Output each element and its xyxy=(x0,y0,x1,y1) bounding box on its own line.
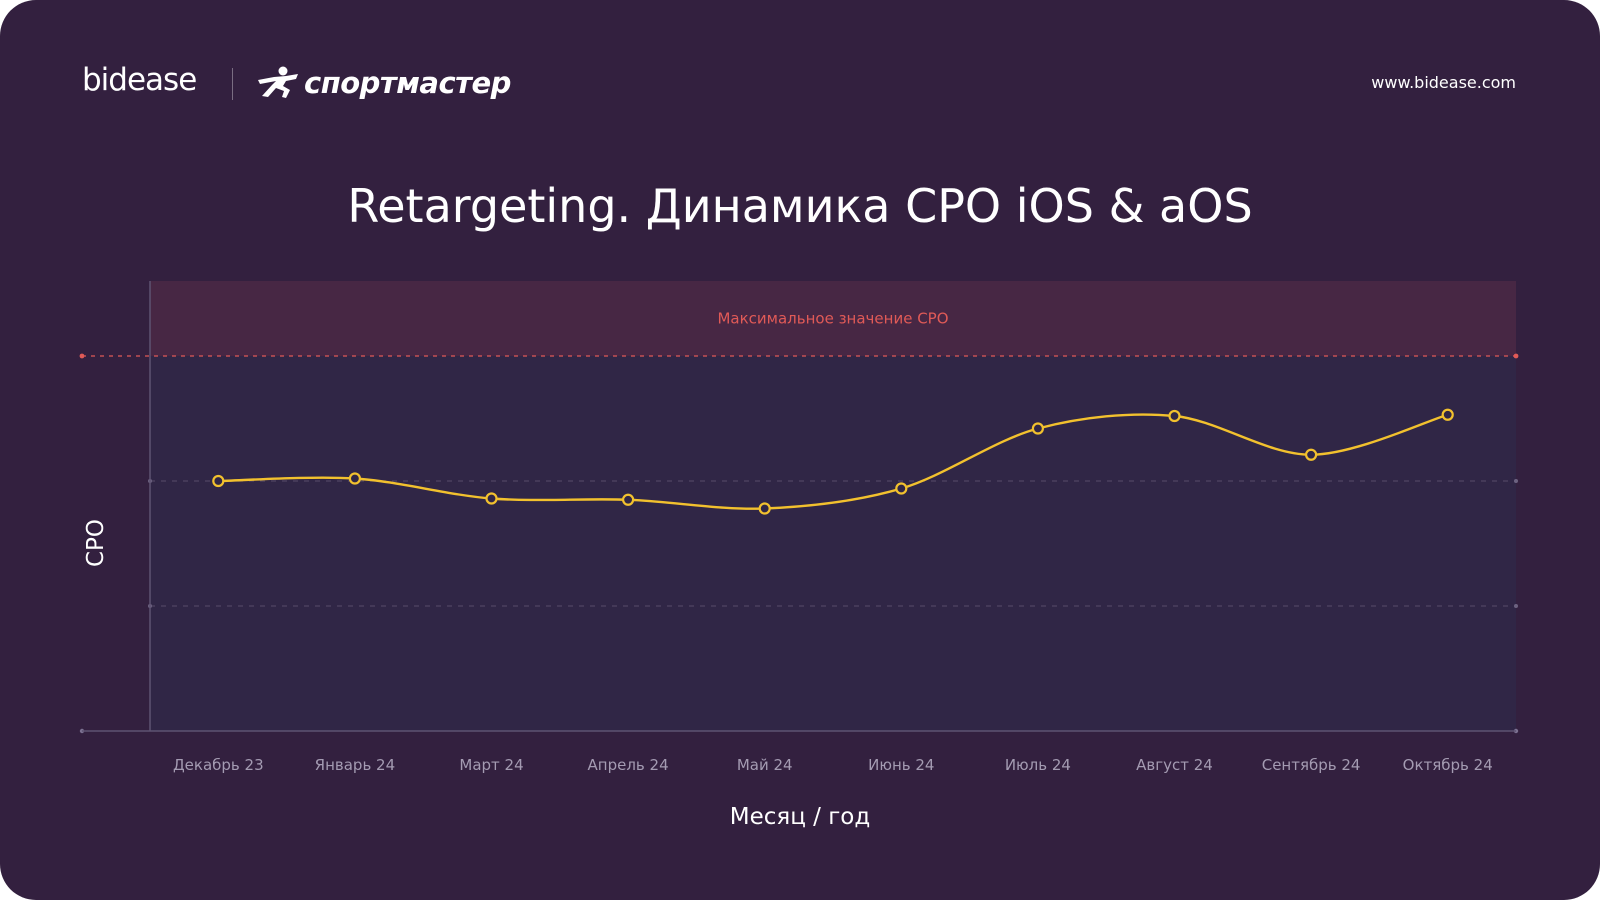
sportmaster-wordmark: спортмастер xyxy=(304,66,511,100)
x-tick-label: Январь 24 xyxy=(315,756,395,774)
x-tick-label: Июнь 24 xyxy=(868,756,934,774)
x-tick-label: Август 24 xyxy=(1136,756,1213,774)
data-point xyxy=(485,492,498,505)
y-axis-title: CPO xyxy=(83,519,109,567)
chart-title: Retargeting. Динамика CPO iOS & aOS xyxy=(347,179,1253,233)
running-man-icon xyxy=(258,66,298,98)
data-point xyxy=(1168,409,1181,423)
data-point xyxy=(1031,422,1045,435)
data-point xyxy=(1304,448,1318,461)
max-cpo-zone xyxy=(150,281,1516,356)
data-point xyxy=(621,493,635,506)
x-tick-label: Март 24 xyxy=(459,756,523,774)
data-point xyxy=(758,502,771,515)
gridline-dot xyxy=(1514,604,1518,608)
x-tick-label: Апрель 24 xyxy=(588,756,669,774)
max-cpo-label: Максимальное значение CPO xyxy=(717,310,948,328)
website-link[interactable]: www.bidease.com xyxy=(1371,73,1516,92)
data-point xyxy=(348,472,361,485)
bidease-logo: bidease xyxy=(82,62,197,98)
sportmaster-logo: спортмастер xyxy=(256,64,511,102)
data-point xyxy=(895,482,908,495)
data-point xyxy=(1441,408,1454,421)
x-axis-title: Месяц / год xyxy=(730,804,871,830)
data-point xyxy=(212,474,225,488)
logo-divider xyxy=(232,68,233,100)
x-tick-label: Май 24 xyxy=(737,756,793,774)
x-tick-label: Июль 24 xyxy=(1005,756,1071,774)
gridline-dot xyxy=(1514,479,1518,483)
cpo-series-line xyxy=(218,413,1449,510)
x-tick-label: Октябрь 24 xyxy=(1403,756,1493,774)
x-tick-label: Декабрь 23 xyxy=(173,756,264,774)
x-tick-label: Сентябрь 24 xyxy=(1262,756,1361,774)
